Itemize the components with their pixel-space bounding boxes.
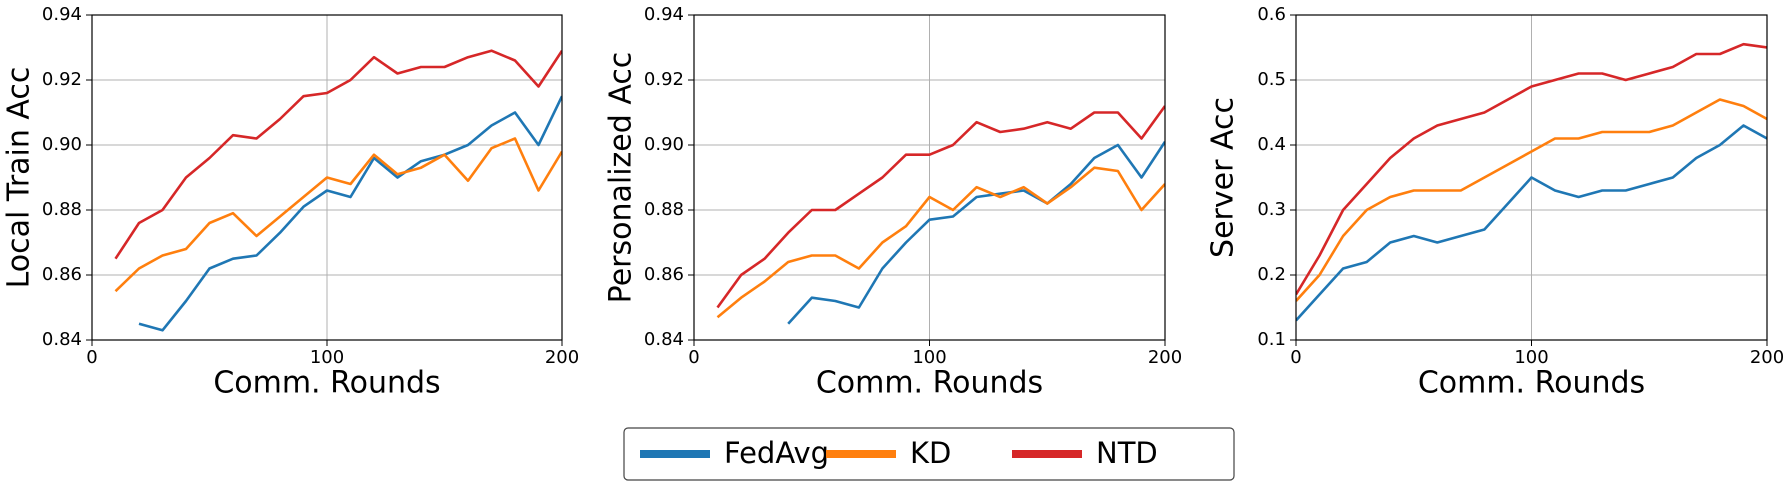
subplot: 0.84 0.86 0.88 0.90 0.92 0.94 0 100 200 Comm. Rou… xyxy=(2,4,580,401)
series-line xyxy=(114,49,562,260)
y-tick-label: 0.90 xyxy=(42,134,82,155)
x-tick-label: 0 xyxy=(86,347,97,368)
legend-label: NTD xyxy=(1096,436,1158,470)
y-tick-label: 0.86 xyxy=(42,264,82,285)
x-axis-label: Comm. Rounds xyxy=(213,366,440,401)
axes-frame xyxy=(693,14,1166,341)
legend-box xyxy=(623,427,1235,481)
subplot: 0.84 0.86 0.88 0.90 0.92 0.94 0 100 200 Comm. Rou… xyxy=(604,4,1183,401)
x-tick-label: 200 xyxy=(1750,347,1784,368)
legend-label: KD xyxy=(910,436,951,470)
series-line xyxy=(114,137,562,293)
y-axis-label: Local Train Acc xyxy=(2,67,37,289)
series-line xyxy=(1296,98,1767,302)
legend: FedAvg KD NTD xyxy=(623,427,1235,481)
x-tick-label: 100 xyxy=(1514,347,1548,368)
y-tick-label: 0.88 xyxy=(644,199,684,220)
y-tick-label: 0.5 xyxy=(1257,69,1286,90)
series-line xyxy=(716,166,1165,319)
y-tick-label: 0.92 xyxy=(644,69,684,90)
x-tick-label: 200 xyxy=(1148,347,1182,368)
series-line xyxy=(138,95,562,332)
y-tick-label: 0.90 xyxy=(644,134,684,155)
series-line xyxy=(1296,42,1767,296)
x-tick-label: 200 xyxy=(545,347,579,368)
y-tick-label: 0.86 xyxy=(644,264,684,285)
x-axis-label: Comm. Rounds xyxy=(816,366,1043,401)
subplot: 0.1 0.2 0.3 0.4 0.5 0.6 0 100 200 Comm. Rounds Ser… xyxy=(1206,4,1785,401)
y-tick-label: 0.94 xyxy=(644,4,684,25)
x-tick-label: 100 xyxy=(912,347,946,368)
y-tick-label: 0.88 xyxy=(42,199,82,220)
y-tick-label: 0.84 xyxy=(42,329,82,350)
y-tick-label: 0.84 xyxy=(644,329,684,350)
x-axis-label: Comm. Rounds xyxy=(1418,366,1645,401)
series-line xyxy=(787,140,1165,325)
y-tick-label: 0.6 xyxy=(1257,4,1286,25)
axes-frame xyxy=(91,14,563,341)
series-line xyxy=(1296,124,1767,322)
legend-label: FedAvg xyxy=(724,436,829,470)
axes-frame xyxy=(1295,14,1768,341)
series-line xyxy=(716,105,1165,309)
x-tick-label: 0 xyxy=(688,347,699,368)
y-axis-label: Server Acc xyxy=(1206,97,1241,258)
y-tick-label: 0.2 xyxy=(1257,264,1286,285)
x-tick-label: 0 xyxy=(1290,347,1301,368)
y-tick-label: 0.1 xyxy=(1257,329,1286,350)
x-tick-label: 100 xyxy=(310,347,344,368)
y-tick-label: 0.92 xyxy=(42,69,82,90)
y-tick-label: 0.4 xyxy=(1257,134,1286,155)
y-axis-label: Personalized Acc xyxy=(604,52,639,304)
y-tick-label: 0.3 xyxy=(1257,199,1286,220)
y-tick-label: 0.94 xyxy=(42,4,82,25)
